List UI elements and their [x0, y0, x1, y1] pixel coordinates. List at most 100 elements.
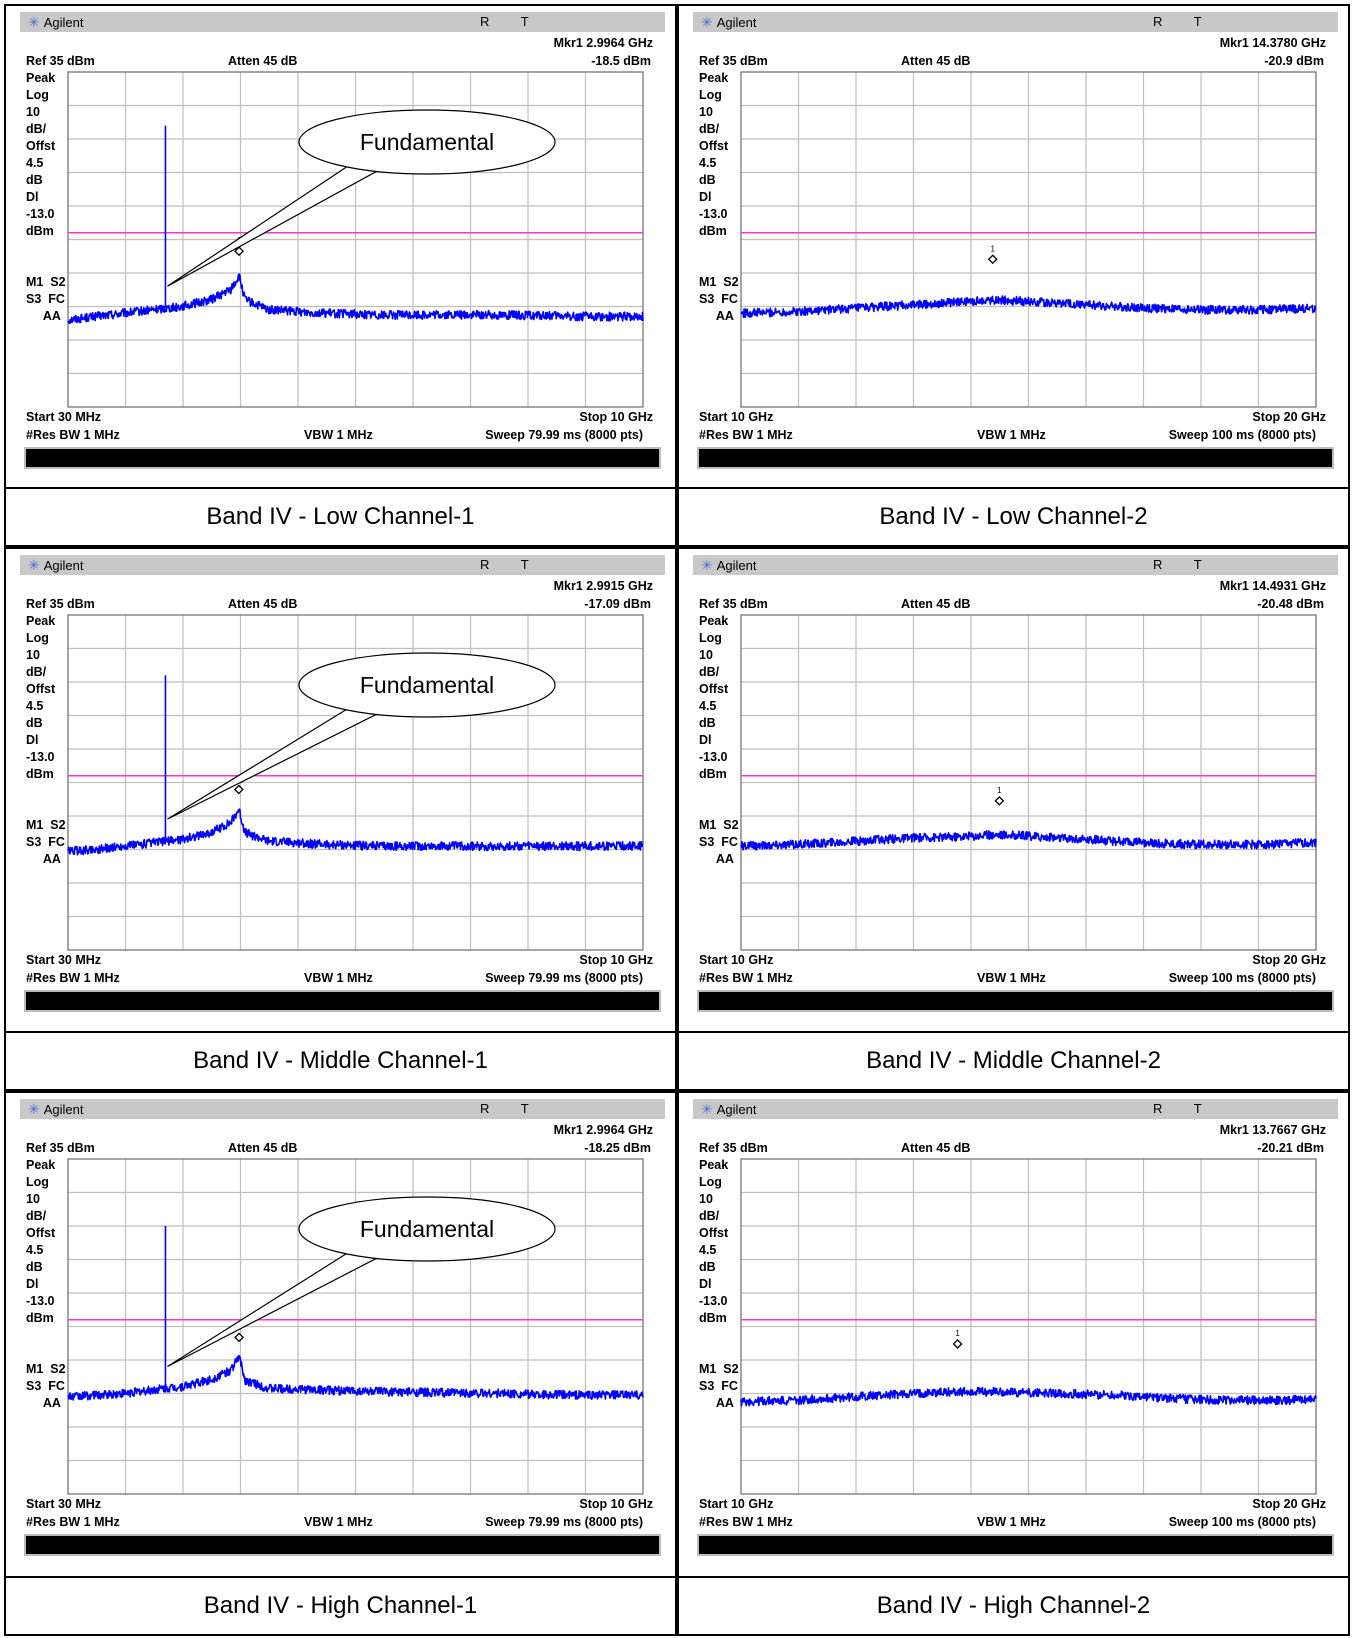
agilent-brand: ✳ Agilent — [701, 557, 756, 574]
side-label: Offst — [699, 139, 729, 153]
marker-readout: Mkr1 14.3780 GHz — [1219, 36, 1326, 50]
stop-frequency: Stop 10 GHz — [579, 1497, 653, 1511]
side-label: 4.5 — [26, 699, 44, 713]
side-label: dBm — [699, 1311, 727, 1325]
start-frequency: Start 30 MHz — [26, 953, 102, 967]
spectrum-trace — [67, 273, 644, 325]
side-label: 10 — [699, 1192, 713, 1206]
side-label: M1 S2 — [26, 818, 66, 832]
panel-caption: Band IV - Middle Channel-2 — [679, 1031, 1348, 1089]
side-label: Offst — [26, 682, 56, 696]
spectrum-trace — [67, 808, 644, 856]
side-label — [699, 800, 739, 817]
callout-bubble — [298, 1196, 556, 1262]
panel-caption: Band IV - High Channel-2 — [679, 1576, 1348, 1634]
side-settings: Peak Log 10 dB/Offst 4.5 dB Dl -13.0 dBm M1 S2 S3… — [699, 70, 739, 325]
side-label: Offst — [699, 682, 729, 696]
side-label: 10 — [699, 648, 713, 662]
side-label: -13.0 — [699, 207, 728, 221]
agilent-spark-icon: ✳ — [28, 1101, 40, 1117]
rt-indicator: R T — [1153, 14, 1216, 29]
side-label: Log — [26, 88, 49, 102]
side-label: AA — [26, 309, 61, 323]
agilent-spark-icon: ✳ — [28, 557, 40, 573]
spectrum-plot: 1Fundamental — [67, 1158, 644, 1495]
brand-name: Agilent — [716, 15, 757, 30]
side-label: S3 FC — [26, 1379, 65, 1393]
side-label: S3 FC — [699, 292, 738, 306]
side-label: Dl — [26, 1277, 39, 1291]
attenuation: Atten 45 dB — [228, 597, 298, 611]
rt-indicator: R T — [480, 1101, 543, 1116]
video-bandwidth: VBW 1 MHz — [977, 1515, 1046, 1529]
spectrum-trace — [740, 830, 1317, 851]
side-label: 10 — [26, 1192, 40, 1206]
side-label: dBm — [26, 224, 54, 238]
side-label: -13.0 — [699, 750, 728, 764]
side-label: M1 S2 — [699, 818, 739, 832]
side-label: dB — [699, 173, 716, 187]
side-label: Peak — [26, 71, 56, 85]
marker-readout: Mkr1 2.9964 GHz — [553, 36, 653, 50]
side-label: 10 — [699, 105, 713, 119]
brand-name: Agilent — [43, 15, 84, 30]
side-label: Dl — [699, 190, 712, 204]
status-bar — [24, 990, 661, 1012]
start-frequency: Start 10 GHz — [699, 953, 774, 967]
status-bar — [24, 1534, 661, 1556]
side-label: -13.0 — [26, 750, 55, 764]
side-label: dBm — [26, 767, 54, 781]
side-label — [26, 1344, 66, 1361]
agilent-brand: ✳ Agilent — [28, 557, 83, 574]
side-label — [26, 783, 66, 800]
sweep-time: Sweep 100 ms (8000 pts) — [1168, 971, 1316, 985]
reference-level: Ref 35 dBm — [26, 54, 95, 68]
agilent-brand: ✳ Agilent — [28, 1101, 83, 1118]
side-label: -13.0 — [26, 1294, 55, 1308]
attenuation: Atten 45 dB — [228, 1141, 298, 1155]
rt-indicator: R T — [480, 557, 543, 572]
reference-level: Ref 35 dBm — [699, 597, 768, 611]
sweep-time: Sweep 79.99 ms (8000 pts) — [485, 971, 643, 985]
analyzer-title-bar: ✳ Agilent R T — [693, 555, 1338, 575]
side-label: Dl — [26, 733, 39, 747]
callout-bubble — [298, 652, 556, 718]
side-label: Dl — [699, 1277, 712, 1291]
side-label: dB/ — [26, 665, 47, 679]
rt-indicator: R T — [1153, 557, 1216, 572]
marker-readout: Mkr1 2.9964 GHz — [553, 1123, 653, 1137]
reference-level: Ref 35 dBm — [699, 54, 768, 68]
side-label: Peak — [699, 614, 729, 628]
analyzer-title-bar: ✳ Agilent R T — [20, 555, 665, 575]
side-label: 4.5 — [699, 156, 717, 170]
callout-bubble — [298, 109, 556, 175]
panel-caption: Band IV - Middle Channel-1 — [6, 1031, 675, 1089]
start-frequency: Start 10 GHz — [699, 410, 774, 424]
panel-caption: Band IV - Low Channel-1 — [6, 487, 675, 545]
agilent-brand: ✳ Agilent — [701, 14, 756, 31]
reference-level: Ref 35 dBm — [699, 1141, 768, 1155]
callout-pointer — [167, 159, 381, 287]
resolution-bandwidth: #Res BW 1 MHz — [26, 971, 120, 985]
side-label: S3 FC — [26, 835, 65, 849]
marker-diamond — [234, 1332, 245, 1343]
side-label: 4.5 — [699, 1243, 717, 1257]
status-bar — [697, 1534, 1334, 1556]
callout-join — [348, 1247, 384, 1255]
status-bar — [24, 447, 661, 469]
plot-border — [67, 614, 644, 951]
side-label: Dl — [699, 733, 712, 747]
side-label: 4.5 — [26, 156, 44, 170]
callout-pointer — [167, 702, 381, 820]
side-label: S3 FC — [699, 835, 738, 849]
panel-5: ✳ Agilent R T Mkr1 2.9964 GHz -18.25 dBm Ref … — [4, 1091, 677, 1636]
side-label: -13.0 — [699, 1294, 728, 1308]
spectrum-trace — [740, 1386, 1317, 1407]
panel-4: ✳ Agilent R T Mkr1 14.4931 GHz -20.48 dBm Ref… — [677, 547, 1350, 1091]
side-label: M1 S2 — [26, 275, 66, 289]
analyzer-title-bar: ✳ Agilent R T — [693, 1099, 1338, 1119]
side-label — [26, 240, 66, 257]
agilent-brand: ✳ Agilent — [701, 1101, 756, 1118]
resolution-bandwidth: #Res BW 1 MHz — [699, 1515, 793, 1529]
marker-level: -20.21 dBm — [1257, 1141, 1324, 1155]
